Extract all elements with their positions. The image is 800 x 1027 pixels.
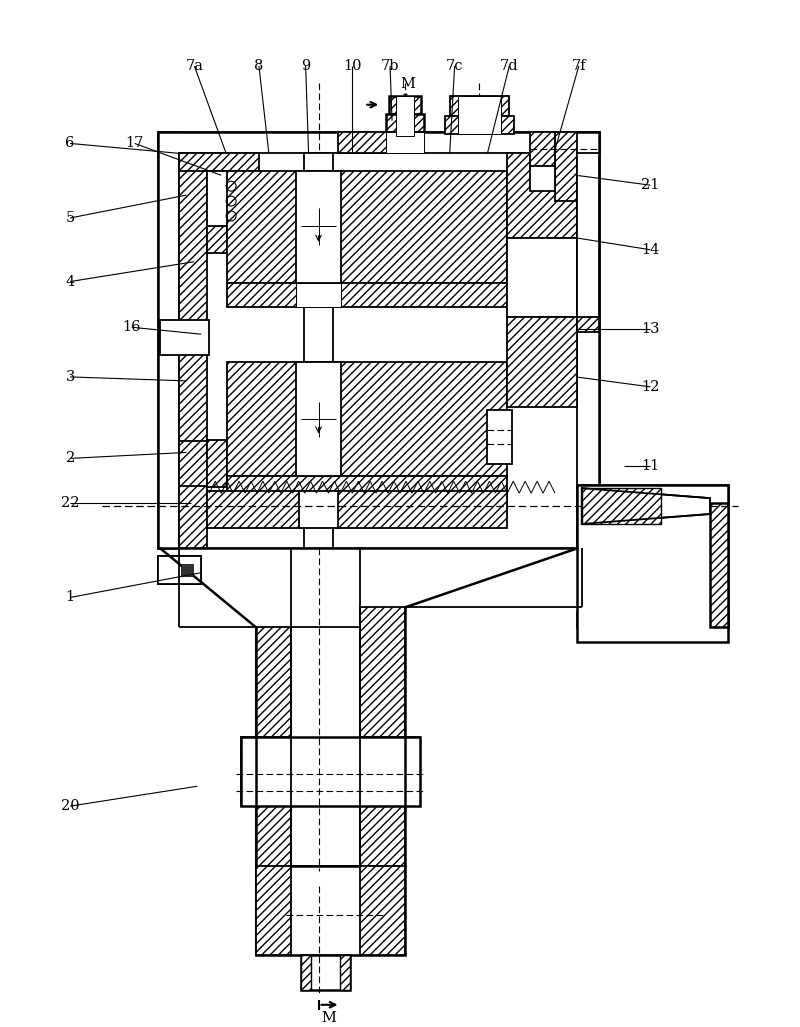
Bar	[207, 172, 242, 226]
Bar	[360, 607, 405, 866]
Bar	[159, 320, 210, 355]
Text: 6: 6	[66, 137, 75, 151]
Bar	[158, 556, 179, 583]
Bar	[179, 442, 207, 486]
Bar	[158, 556, 202, 583]
Text: 8: 8	[254, 59, 264, 73]
Bar	[207, 440, 227, 487]
Polygon shape	[582, 488, 710, 524]
Bar	[507, 317, 577, 407]
Text: M: M	[401, 77, 415, 90]
Text: 12: 12	[641, 380, 659, 394]
Bar	[296, 363, 342, 477]
Bar	[179, 556, 202, 583]
Bar	[389, 96, 421, 114]
Bar	[577, 485, 728, 503]
Bar	[207, 172, 242, 226]
Bar	[507, 238, 577, 317]
Bar	[396, 96, 414, 136]
Text: 20: 20	[61, 799, 79, 813]
Bar	[256, 866, 290, 955]
Bar	[338, 131, 393, 153]
Bar	[179, 153, 259, 172]
Bar	[340, 955, 350, 990]
Bar	[507, 153, 577, 238]
Text: 7d: 7d	[500, 59, 518, 73]
Bar	[450, 96, 510, 116]
Bar	[355, 747, 420, 764]
Bar	[487, 410, 512, 464]
Text: 7b: 7b	[381, 59, 399, 73]
Bar	[179, 153, 577, 547]
Text: 10: 10	[343, 59, 362, 73]
Bar	[577, 612, 728, 627]
Text: 3: 3	[66, 370, 75, 384]
Bar	[207, 491, 306, 528]
Bar	[227, 282, 507, 307]
Bar	[530, 166, 555, 191]
Bar	[256, 627, 290, 885]
Bar	[256, 736, 290, 806]
Text: 22: 22	[61, 496, 79, 510]
Bar	[298, 491, 338, 528]
Bar	[555, 131, 577, 201]
Text: 13: 13	[641, 322, 660, 336]
Text: 17: 17	[126, 137, 144, 151]
Bar	[227, 494, 507, 516]
Text: 9: 9	[301, 59, 310, 73]
Text: 2: 2	[66, 452, 74, 465]
Bar	[405, 736, 420, 806]
Text: 14: 14	[641, 242, 659, 257]
Bar	[577, 485, 728, 642]
Bar	[582, 488, 662, 524]
Bar	[458, 96, 502, 134]
Bar	[386, 114, 424, 136]
Bar	[530, 131, 555, 166]
Bar	[207, 153, 227, 253]
Bar	[577, 153, 598, 317]
Bar	[241, 736, 420, 806]
Bar	[301, 955, 310, 990]
Bar	[241, 736, 256, 806]
Bar	[304, 153, 334, 547]
Bar	[301, 955, 350, 990]
Text: 1: 1	[66, 591, 74, 605]
Text: 5: 5	[66, 211, 74, 225]
Bar	[445, 116, 514, 134]
Bar	[158, 131, 179, 547]
Bar	[296, 172, 342, 282]
Bar	[227, 477, 507, 494]
Bar	[241, 747, 296, 764]
Bar	[360, 736, 405, 806]
Bar	[515, 238, 577, 317]
Text: 21: 21	[641, 178, 659, 192]
Text: 7a: 7a	[186, 59, 203, 73]
Bar	[227, 363, 507, 477]
Bar	[290, 627, 360, 866]
Bar	[227, 172, 507, 282]
Bar	[334, 491, 507, 528]
Bar	[386, 131, 424, 153]
Bar	[158, 131, 598, 153]
Bar	[577, 131, 598, 523]
Bar	[577, 242, 598, 332]
Bar	[158, 131, 598, 547]
Text: 7c: 7c	[446, 59, 463, 73]
Text: 7f: 7f	[571, 59, 586, 73]
Text: M: M	[321, 1011, 336, 1025]
Bar	[360, 866, 405, 955]
Bar	[296, 282, 342, 307]
Bar	[710, 503, 728, 627]
Text: 4: 4	[66, 274, 74, 289]
Text: 11: 11	[642, 459, 659, 473]
Bar	[256, 866, 405, 955]
Bar	[179, 153, 207, 547]
Bar	[182, 564, 194, 575]
Text: 16: 16	[122, 320, 141, 334]
